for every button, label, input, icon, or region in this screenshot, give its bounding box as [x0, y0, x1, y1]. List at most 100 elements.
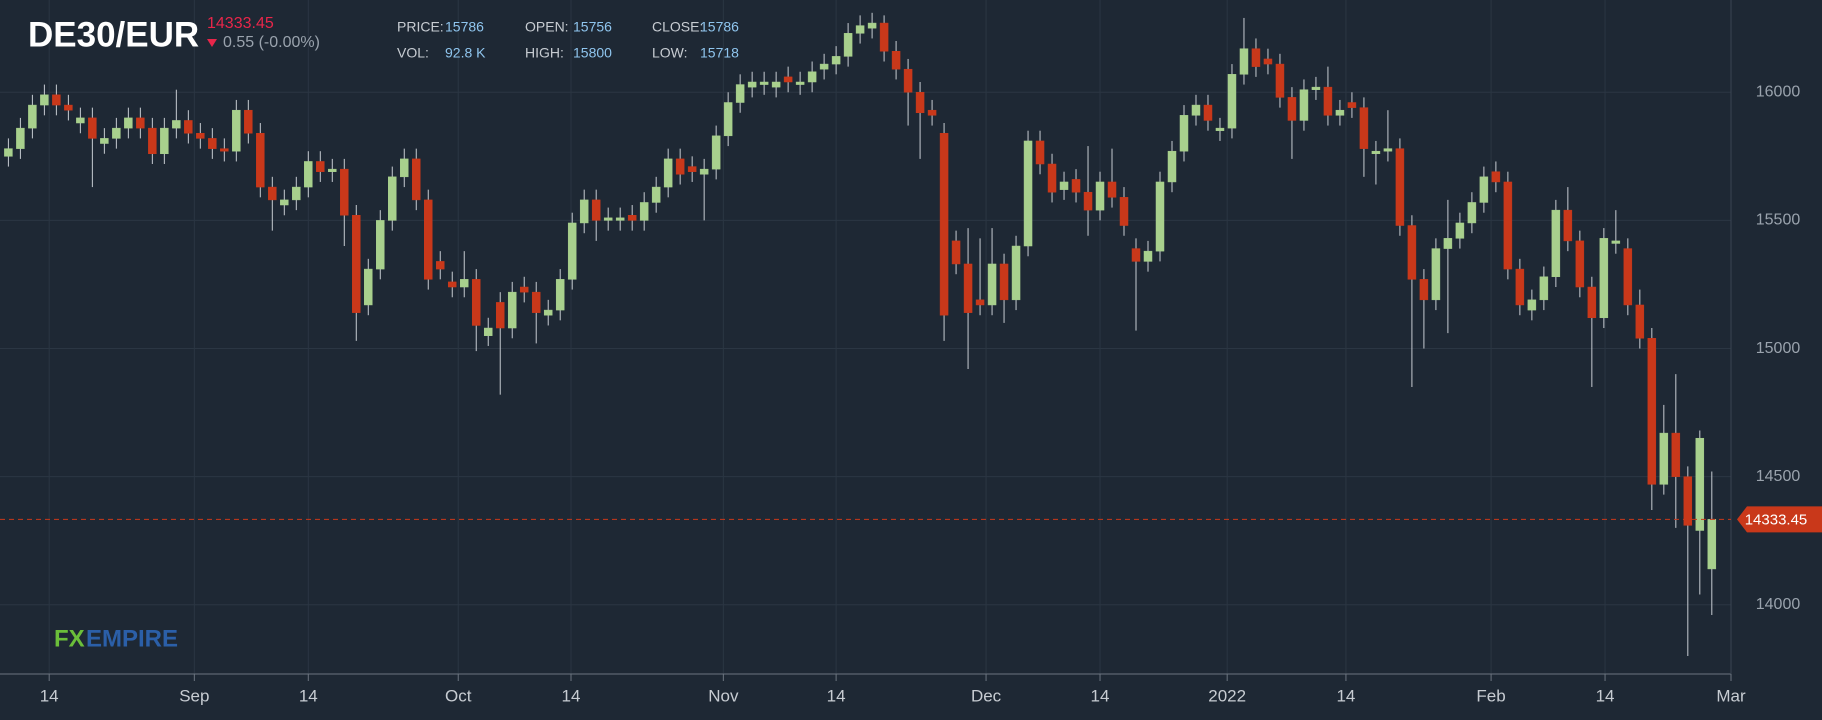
candle-body — [352, 215, 361, 313]
candle-body — [831, 56, 841, 65]
candle-body — [1119, 197, 1129, 226]
candle-body — [1155, 181, 1165, 252]
candle-body — [1227, 74, 1237, 129]
info-value: 15800 — [573, 45, 612, 61]
candle-body — [747, 81, 757, 88]
grid — [0, 0, 1732, 681]
candle-body — [1275, 63, 1285, 98]
info-label: VOL: — [397, 45, 429, 61]
candle-body — [1311, 86, 1321, 90]
candle-body — [771, 81, 781, 88]
logo-fx: FX — [54, 625, 85, 652]
x-tick-label: Nov — [708, 686, 739, 705]
x-tick-label: Mar — [1716, 686, 1746, 705]
y-tick-label: 14000 — [1756, 596, 1801, 613]
x-tick-label: 14 — [1596, 686, 1615, 705]
candle-body — [112, 127, 121, 139]
candle-body — [256, 133, 265, 188]
candle-body — [999, 263, 1009, 301]
x-tick-label: Feb — [1476, 686, 1505, 705]
info-value: 15786 — [445, 19, 484, 35]
candle-body — [88, 117, 97, 139]
candle-body — [1455, 222, 1465, 239]
candle-body — [471, 279, 481, 326]
x-tick-label: 14 — [40, 686, 59, 705]
candle-body — [1035, 140, 1045, 165]
candle-body — [1179, 115, 1189, 152]
candle-body — [1599, 238, 1609, 319]
candle-body — [1683, 476, 1693, 526]
candle-body — [963, 263, 973, 313]
candle-body — [1707, 519, 1717, 570]
candle-body — [196, 133, 205, 139]
candle-body — [28, 104, 37, 129]
candle-body — [1539, 276, 1549, 301]
candle-body — [1083, 191, 1093, 211]
candle-body — [1515, 268, 1525, 306]
candle-body — [280, 199, 289, 206]
candle-body — [1287, 97, 1297, 121]
candle-body — [388, 176, 397, 221]
x-tick-label: 14 — [1091, 686, 1110, 705]
candle-body — [1059, 181, 1069, 190]
candle-body — [519, 286, 529, 293]
y-tick-label: 14500 — [1756, 468, 1801, 485]
candle-body — [244, 109, 253, 134]
candle-body — [639, 202, 649, 221]
candle-body — [735, 84, 745, 103]
candle-body — [1023, 140, 1033, 247]
candle-body — [555, 279, 565, 311]
logo-empire: EMPIRE — [86, 625, 178, 652]
candle-body — [711, 135, 721, 170]
candle-body — [1479, 176, 1489, 203]
candle-body — [507, 291, 517, 329]
y-tick-label: 15000 — [1756, 340, 1801, 357]
candle-body — [1371, 150, 1381, 155]
candle-body — [16, 127, 25, 149]
candle-body — [160, 127, 169, 155]
candle-body — [867, 22, 877, 29]
info-value: 15786 — [700, 19, 739, 35]
candle-body — [483, 327, 493, 336]
candle-body — [687, 166, 697, 172]
candle-body — [1443, 238, 1453, 249]
candle-body — [699, 168, 709, 175]
candle-body — [579, 199, 589, 224]
x-tick-label: 2022 — [1208, 686, 1246, 705]
candle-body — [64, 104, 73, 111]
candle-body — [268, 186, 277, 201]
candle-body — [1635, 304, 1645, 339]
candle-body — [675, 158, 685, 175]
candle-body — [1191, 104, 1201, 116]
candle-body — [987, 263, 997, 306]
candle-body — [1131, 248, 1141, 262]
candle-body — [52, 94, 61, 106]
candle-body — [4, 148, 13, 157]
candle-body — [807, 71, 817, 83]
candle-body — [184, 120, 193, 134]
candle-body — [136, 117, 145, 129]
candle-body — [975, 299, 985, 306]
candle-body — [364, 268, 373, 306]
candle-body — [1251, 48, 1261, 67]
candle-body — [1359, 107, 1369, 149]
candle-body — [1167, 150, 1177, 183]
candle-body — [208, 138, 217, 149]
candle-body — [100, 138, 109, 144]
candle-body — [1695, 437, 1705, 531]
x-tick-label: Oct — [445, 686, 472, 705]
x-tick-label: Dec — [971, 686, 1002, 705]
candle-body — [891, 51, 901, 70]
candle-body — [220, 148, 229, 152]
candle-body — [819, 63, 829, 70]
candle-body — [1047, 163, 1057, 193]
candle-body — [1383, 148, 1393, 152]
candle-body — [915, 92, 925, 114]
candle-body — [232, 109, 241, 152]
candle-body — [1071, 179, 1081, 193]
candle-body — [1335, 109, 1345, 116]
candle-body — [1659, 432, 1669, 485]
info-value: 15756 — [573, 19, 612, 35]
x-tick-label: 14 — [1336, 686, 1355, 705]
